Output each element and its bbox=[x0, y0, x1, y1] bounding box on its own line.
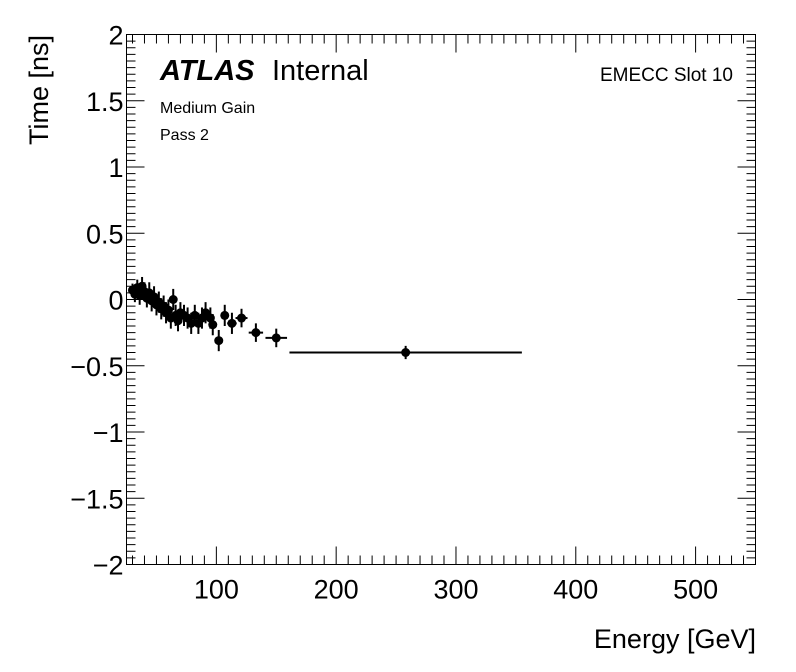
x-tick-label: 100 bbox=[194, 575, 239, 605]
data-point bbox=[265, 328, 288, 348]
data-point bbox=[235, 308, 248, 328]
data-point bbox=[214, 329, 224, 352]
data-point bbox=[208, 314, 218, 336]
x-tick-label: 400 bbox=[553, 575, 598, 605]
data-point bbox=[227, 312, 237, 334]
y-tick-label: 1 bbox=[108, 153, 123, 183]
x-tick-label: 300 bbox=[433, 575, 478, 605]
y-tick-label: −2 bbox=[93, 551, 124, 581]
data-marker bbox=[190, 310, 200, 320]
x-tick-label: 500 bbox=[673, 575, 718, 605]
gain-annotation: Medium Gain bbox=[160, 100, 255, 117]
y-tick-label: −1 bbox=[93, 418, 124, 448]
y-tick-label: −0.5 bbox=[70, 352, 123, 382]
data-marker bbox=[214, 336, 224, 346]
data-marker bbox=[208, 320, 218, 330]
pass-annotation: Pass 2 bbox=[160, 127, 209, 144]
data-point bbox=[289, 345, 522, 360]
data-point bbox=[248, 323, 264, 342]
data-marker bbox=[251, 328, 261, 338]
slot-annotation: EMECC Slot 10 bbox=[600, 65, 733, 86]
y-tick-label: 0 bbox=[108, 286, 123, 316]
data-point bbox=[168, 288, 178, 311]
y-tick-label: 1.5 bbox=[86, 87, 124, 117]
x-axis-title: Energy [GeV] bbox=[594, 624, 756, 654]
y-tick-label: −1.5 bbox=[70, 484, 123, 514]
x-tick-label: 200 bbox=[314, 575, 359, 605]
data-marker bbox=[186, 318, 196, 328]
axis-tick-labels: 100 200 300 400 500 −2 −1.5 −1 −0.5 0 0.5 1 1.5 2 bbox=[70, 21, 718, 605]
data-marker bbox=[227, 318, 237, 328]
data-marker bbox=[168, 295, 178, 304]
y-axis-title: Time [ns] bbox=[24, 35, 54, 145]
axis-ticks bbox=[126, 34, 756, 565]
data-marker bbox=[220, 310, 230, 320]
data-point bbox=[220, 304, 230, 326]
data-marker bbox=[237, 313, 247, 323]
atlas-label: ATLAS bbox=[159, 55, 255, 87]
y-tick-label: 0.5 bbox=[86, 219, 124, 249]
atlas-sublabel: Internal bbox=[272, 55, 369, 87]
data-series bbox=[127, 276, 522, 360]
data-marker bbox=[401, 348, 411, 357]
y-tick-label: 2 bbox=[108, 21, 123, 51]
data-marker bbox=[271, 333, 281, 343]
